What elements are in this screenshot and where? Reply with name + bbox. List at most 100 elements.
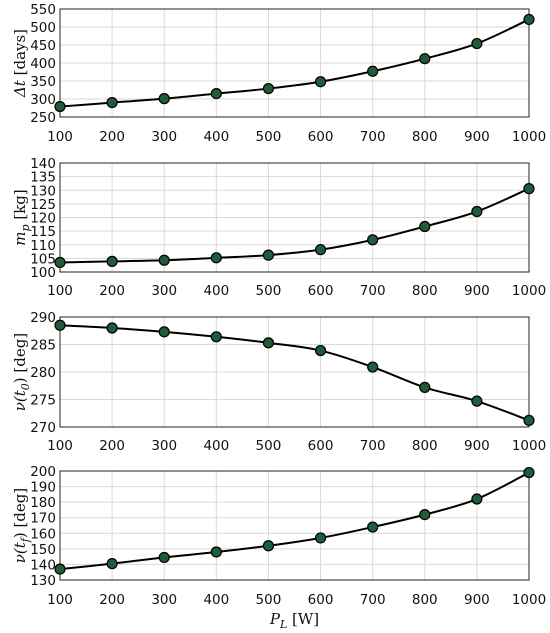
x-tick-label: 300 [151, 592, 177, 608]
y-tick-label: 140 [30, 557, 56, 573]
data-point [419, 53, 431, 65]
data-point [367, 521, 379, 533]
y-axis-label: mp [kg] [11, 189, 32, 245]
data-point [158, 326, 170, 338]
panel-3: 270 275 280 285 290 100 200 300 400 500 600 700 800 9… [11, 310, 546, 454]
x-tick-label: 300 [151, 283, 177, 299]
axes-frame [59, 8, 530, 118]
x-axis-label: PL [W] [269, 610, 319, 631]
y-tick-label: 250 [30, 110, 56, 126]
y-tick-label: 275 [30, 393, 56, 409]
x-tick-label: 900 [464, 438, 490, 454]
data-point [54, 100, 66, 113]
x-tick-label: 100 [47, 592, 73, 608]
x-tick-label: 500 [256, 283, 282, 299]
y-tick-label: 105 [30, 251, 56, 267]
y-axis-label: ν(t0) [deg] [11, 333, 32, 411]
x-tick-label: 800 [412, 592, 438, 608]
y-tick-label: 500 [30, 20, 56, 36]
x-tick-label: 700 [360, 592, 386, 608]
panel-1: 250 300 350 400 450 500 550 100 200 300 400 500 600 7… [11, 2, 546, 145]
x-tick-label: 800 [412, 283, 438, 299]
x-tick-label: 300 [151, 438, 177, 454]
data-point [523, 13, 535, 26]
x-tick-label: 700 [360, 438, 386, 454]
data-point [367, 65, 379, 77]
data-point [106, 96, 118, 109]
data-point [523, 414, 535, 426]
x-tick-label: 600 [308, 592, 334, 608]
data-point [314, 344, 327, 357]
y-axis-label: Δt [days] [11, 29, 29, 98]
data-point [262, 540, 275, 552]
x-tick-label: 500 [256, 592, 282, 608]
data-point [106, 322, 118, 334]
data-point [54, 319, 66, 331]
data-point [471, 37, 483, 50]
x-tick-label: 300 [151, 129, 177, 145]
x-tick-label: 600 [308, 438, 334, 454]
data-point [210, 331, 222, 343]
y-tick-label: 170 [30, 511, 56, 527]
series-line [59, 187, 530, 264]
y-tick-label: 120 [30, 211, 56, 227]
data-point [419, 381, 431, 393]
data-point [367, 234, 379, 246]
x-tick-label: 600 [308, 283, 334, 299]
x-tick-label: 400 [203, 129, 229, 145]
y-tick-label: 125 [30, 197, 56, 213]
x-tick-label: 1000 [512, 283, 546, 299]
y-tick-label: 550 [30, 2, 56, 18]
x-tick-label: 200 [99, 592, 125, 608]
data-point [314, 244, 327, 256]
x-tick-label: 500 [256, 438, 282, 454]
x-tick-label: 400 [203, 592, 229, 608]
data-point [471, 205, 483, 218]
y-tick-label: 350 [30, 74, 56, 90]
x-tick-label: 400 [203, 438, 229, 454]
data-point [471, 395, 483, 407]
data-point [54, 256, 66, 269]
y-tick-label: 200 [30, 464, 56, 480]
y-tick-label: 270 [30, 420, 56, 436]
data-point [210, 252, 222, 264]
y-tick-label: 140 [30, 156, 56, 172]
data-point [419, 220, 431, 233]
y-tick-label: 160 [30, 526, 56, 542]
data-point [419, 508, 431, 521]
data-point [158, 551, 170, 564]
x-tick-label: 1000 [512, 129, 546, 145]
x-tick-label: 200 [99, 283, 125, 299]
y-tick-label: 130 [30, 183, 56, 199]
y-tick-label: 130 [30, 573, 56, 589]
x-tick-label: 900 [464, 283, 490, 299]
series-line [59, 471, 530, 571]
x-tick-label: 600 [308, 129, 334, 145]
data-point [314, 532, 327, 544]
axes-frame [59, 162, 530, 273]
data-point [314, 76, 327, 88]
x-tick-label: 100 [47, 438, 73, 454]
y-tick-label: 150 [30, 542, 56, 558]
data-point [158, 254, 170, 266]
y-tick-label: 100 [30, 265, 56, 281]
y-tick-label: 180 [30, 495, 56, 511]
data-point [471, 493, 483, 505]
x-tick-label: 900 [464, 592, 490, 608]
y-tick-label: 110 [30, 238, 56, 254]
x-tick-label: 200 [99, 129, 125, 145]
data-point [262, 337, 275, 349]
series-line [59, 324, 530, 422]
y-tick-label: 290 [30, 310, 56, 326]
data-point [367, 361, 379, 373]
data-point [210, 87, 222, 100]
y-tick-label: 400 [30, 56, 56, 72]
y-tick-label: 115 [30, 224, 56, 240]
data-point [106, 558, 118, 570]
data-point [523, 183, 535, 195]
data-point [106, 255, 118, 267]
data-point [262, 249, 275, 261]
x-tick-label: 1000 [512, 438, 546, 454]
x-tick-label: 100 [47, 129, 73, 145]
